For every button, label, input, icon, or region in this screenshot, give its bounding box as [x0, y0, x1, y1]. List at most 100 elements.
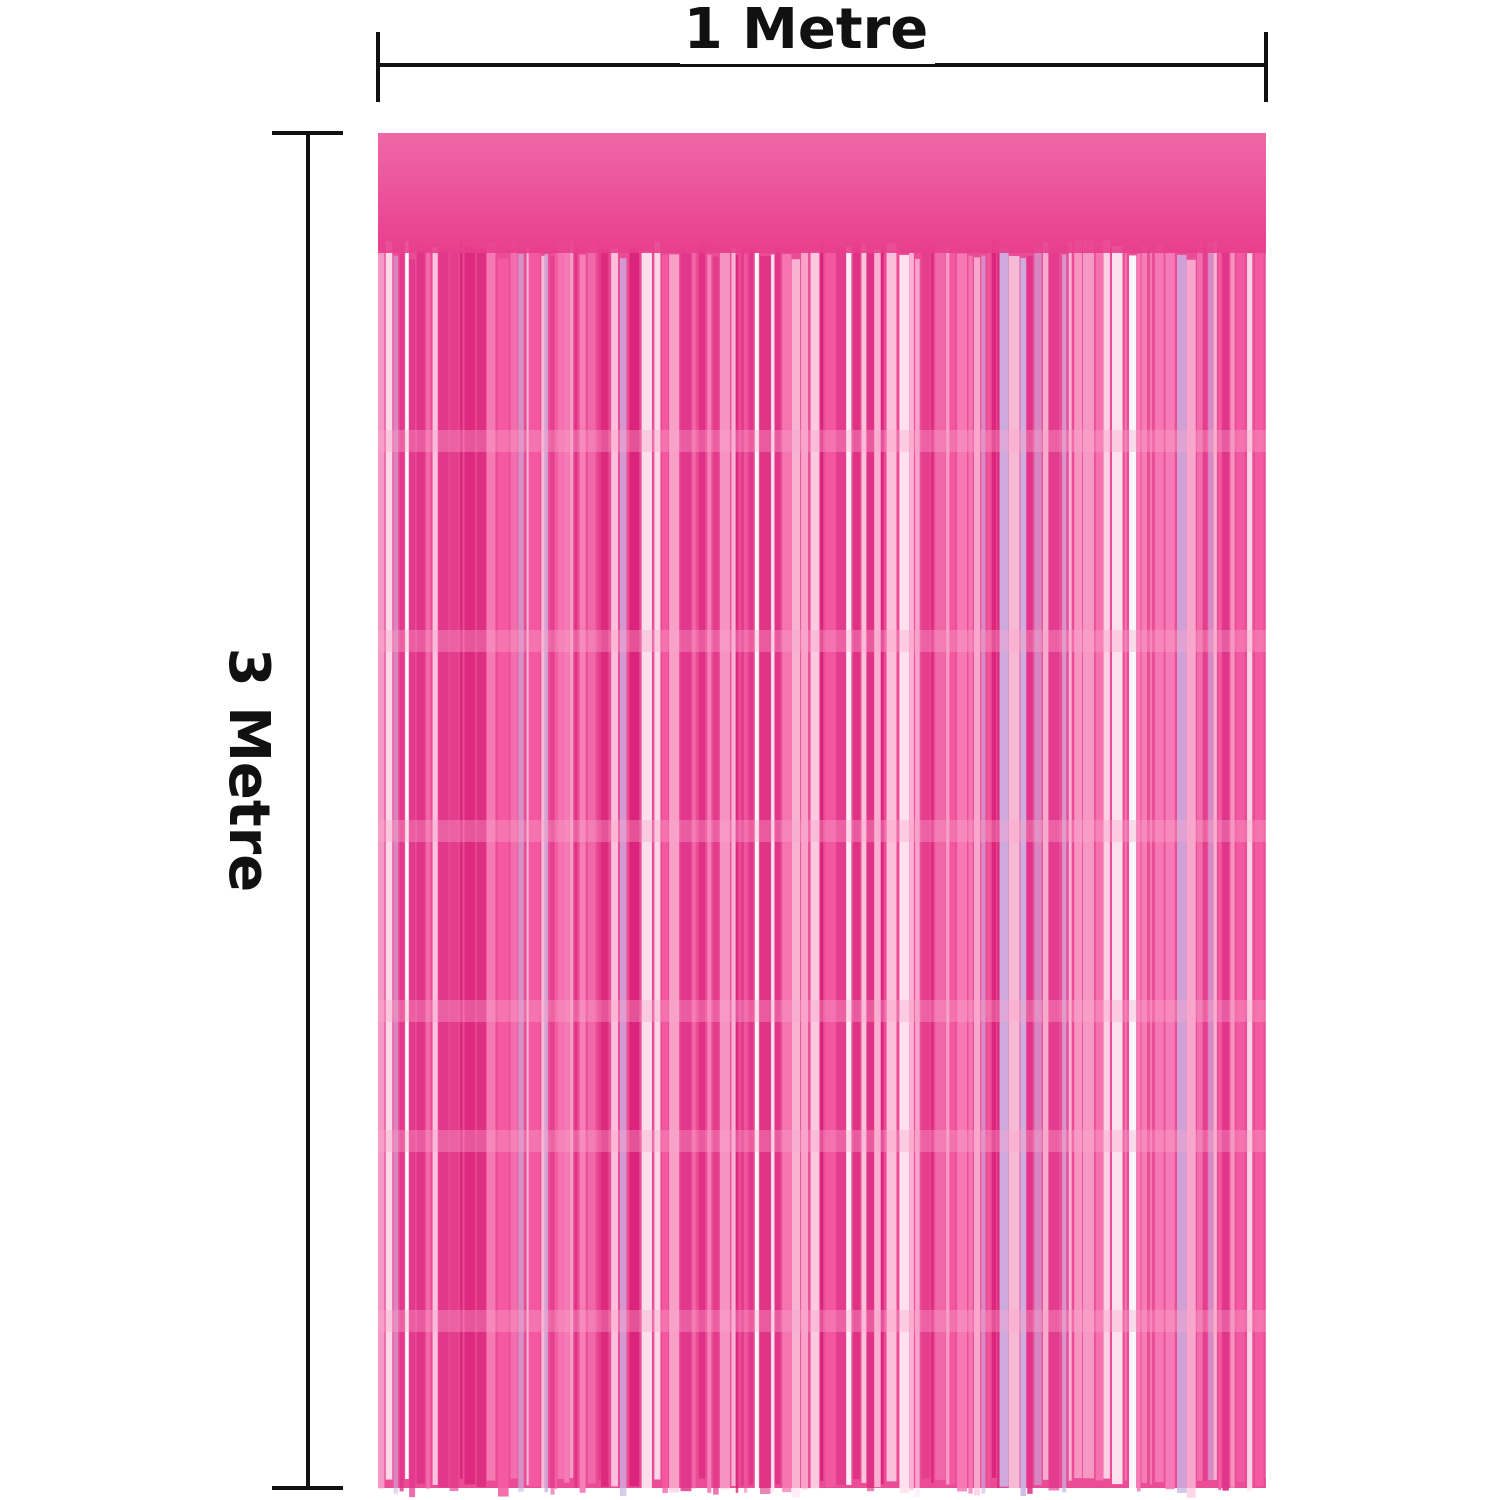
fringe-strip [1034, 246, 1042, 1485]
fringe-strip [476, 249, 486, 1488]
fringe-strip [1208, 242, 1214, 1481]
fringe-strip [1027, 255, 1033, 1494]
fringe-strip [782, 254, 792, 1493]
fringe-strip [1222, 252, 1229, 1491]
height-label: 3 Metre [216, 648, 281, 893]
fringe-strip [759, 256, 771, 1495]
fringe-strip [662, 255, 668, 1494]
fringe-strip [957, 253, 968, 1492]
fringe-strip [641, 250, 652, 1489]
fringe-shine [378, 1310, 1266, 1332]
fringe-shine [378, 1130, 1266, 1152]
fringe-strip [1203, 242, 1207, 1481]
fringe-strip [557, 241, 564, 1480]
fringe-strip [1177, 254, 1187, 1493]
fringe-strip [880, 246, 884, 1485]
fringe-strip [861, 244, 867, 1483]
fringe-strip [1095, 242, 1104, 1481]
fringe-strip [921, 240, 931, 1479]
fringe-strip [748, 246, 754, 1485]
fringe-shine [378, 630, 1266, 652]
fringe-strip [1111, 246, 1123, 1485]
fringe-strip [886, 243, 897, 1482]
fringe-strip [991, 240, 997, 1479]
fringe-strip [775, 246, 781, 1485]
fringe-strip [713, 256, 719, 1495]
fringe-strip [1043, 241, 1049, 1480]
fringe-strip [399, 253, 404, 1492]
fringe-strip [691, 250, 696, 1489]
fringe-strip [719, 251, 730, 1490]
fringe-strip [820, 242, 824, 1481]
fringe-strip [1124, 242, 1127, 1481]
fringe-strip [1103, 240, 1110, 1479]
fringe-strip [1062, 254, 1067, 1493]
fringe-strip [909, 252, 914, 1491]
label-backdrop [680, 0, 935, 64]
fringe-strip [510, 240, 518, 1479]
fringe-strip [1255, 247, 1264, 1486]
fringe-strip [385, 241, 393, 1480]
fringe-shine [378, 820, 1266, 842]
fringe-strip [846, 246, 852, 1485]
fringe-strip [1186, 259, 1196, 1498]
fringe-strip [528, 249, 540, 1488]
fringe-strip [669, 254, 680, 1493]
fringe-strip [899, 255, 910, 1494]
fringe-strip [1074, 240, 1083, 1479]
fringe-strip [1136, 253, 1141, 1492]
fringe-strip [409, 259, 416, 1498]
curtain-header [378, 133, 1266, 253]
fringe-strip [1154, 244, 1164, 1483]
fringe-strip [1020, 258, 1026, 1497]
fringe-strip [931, 245, 934, 1484]
fringe-strip [1218, 252, 1222, 1491]
fringe-strip [771, 254, 775, 1493]
fringe-strip [393, 255, 399, 1494]
fringe-strip [1165, 251, 1175, 1490]
fringe-strip [825, 248, 836, 1487]
fringe-strip [601, 248, 609, 1487]
fringe-strip [459, 240, 463, 1479]
fringe-strip [554, 250, 558, 1489]
fringe-strip [968, 255, 973, 1494]
fringe-strip [731, 248, 736, 1487]
fringe-strip [1247, 253, 1253, 1492]
fringe-strip [497, 258, 509, 1497]
fringe-strip [680, 253, 692, 1492]
fringe-strip [853, 241, 861, 1480]
fringe-strip [579, 254, 586, 1493]
fringe-strip [1048, 252, 1060, 1491]
fringe-strip [735, 254, 739, 1493]
fringe-strip [432, 247, 438, 1486]
fringe-strip [619, 258, 627, 1497]
fringe-strip [629, 248, 640, 1487]
fringe-strip [949, 246, 956, 1485]
fringe-strip [997, 249, 1000, 1488]
fringe-strip [449, 253, 459, 1492]
fringe-strip [791, 259, 801, 1498]
fringe-strip [416, 245, 425, 1484]
fringe-strip [973, 257, 981, 1496]
fringe-strip [935, 241, 946, 1480]
fringe-strip [486, 242, 496, 1481]
fringe-strip [740, 248, 744, 1487]
fringe-strip [426, 250, 431, 1489]
fringe-strip [587, 245, 596, 1484]
fringe-strip [1082, 240, 1094, 1479]
fringe-strip [564, 244, 570, 1483]
fringe-strip [999, 248, 1009, 1487]
curtain [378, 133, 1266, 1498]
fringe-strip [698, 240, 706, 1479]
fringe-shine [378, 1000, 1266, 1022]
fringe-strip [1008, 255, 1020, 1494]
fringe-strip [1213, 241, 1217, 1480]
fringe-strip [744, 254, 748, 1493]
fringe-strip [611, 248, 618, 1487]
fringe-strip [1141, 244, 1148, 1483]
fringe-strip [438, 249, 449, 1488]
fringe-strip [518, 253, 524, 1492]
fringe-strip [569, 240, 574, 1479]
